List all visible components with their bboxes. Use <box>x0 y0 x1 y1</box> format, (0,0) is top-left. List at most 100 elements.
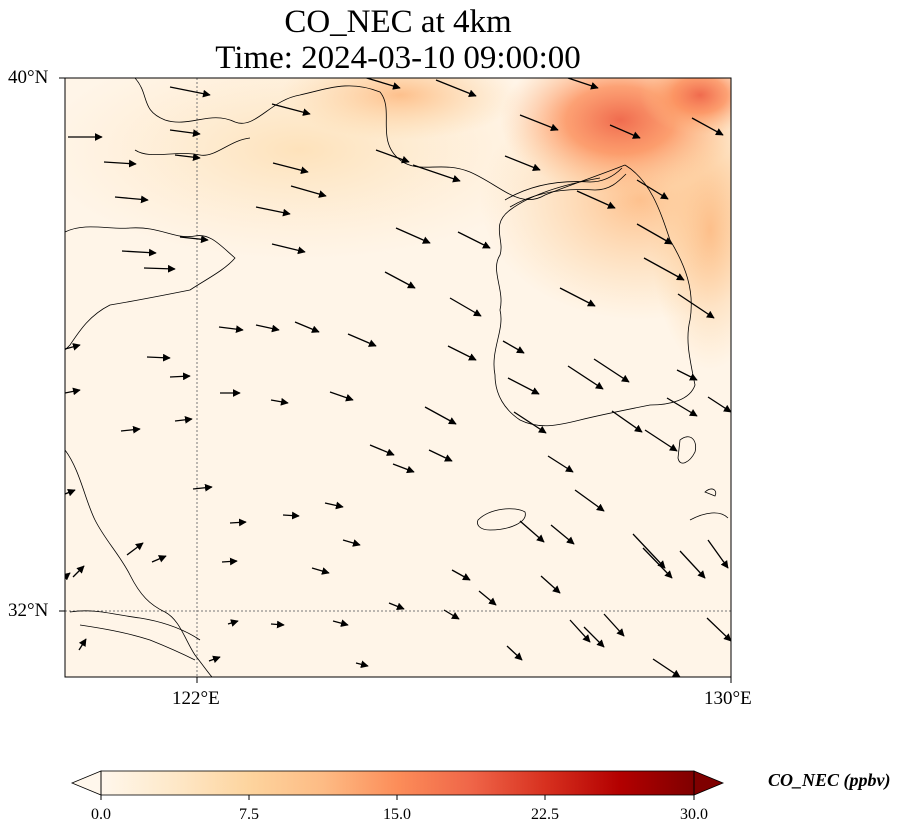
wind-arrow <box>569 619 591 643</box>
wind-arrow <box>227 619 239 627</box>
wind-arrow <box>174 415 193 424</box>
wind-arrow <box>424 406 457 425</box>
wind-arrow <box>677 293 715 319</box>
wind-arrow <box>174 153 201 162</box>
wind-arrow <box>642 547 673 579</box>
wind-arrow <box>707 539 729 569</box>
lon-tick-130e: 130°E <box>704 688 752 709</box>
wind-arrow <box>576 190 616 209</box>
wind-arrow <box>643 257 685 281</box>
wind-arrow <box>478 590 497 606</box>
colorbar-label: CO_NEC (ppbv) <box>768 770 891 790</box>
wind-arrow <box>221 557 238 566</box>
wind-arrow <box>255 206 291 217</box>
wind-arrow <box>395 227 431 244</box>
wind-arrow <box>179 235 209 244</box>
wind-arrow <box>550 524 575 545</box>
wind-arrow <box>449 297 482 317</box>
map-frame <box>64 77 732 678</box>
wind-arrow <box>311 567 330 575</box>
wind-arrow <box>603 613 625 637</box>
wind-arrow <box>290 185 327 198</box>
wind-arrow <box>392 463 415 474</box>
axis-ticks <box>59 77 732 683</box>
wind-arrow <box>192 483 213 492</box>
wind-arrow <box>272 162 309 175</box>
wind-arrow <box>583 626 605 648</box>
wind-arrow <box>65 572 71 581</box>
wind-arrow <box>347 333 377 347</box>
wind-arrow <box>364 78 401 90</box>
wind-arrow <box>428 449 453 462</box>
wind-arrow <box>519 520 545 543</box>
wind-arrow <box>270 397 289 406</box>
lat-tick-32n: 32°N <box>8 600 49 621</box>
wind-arrow <box>78 638 87 651</box>
wind-arrow <box>294 321 320 333</box>
wind-arrow <box>120 425 141 434</box>
wind-arrow <box>151 555 167 563</box>
wind-arrow <box>329 391 354 402</box>
wind-arrow <box>502 340 525 354</box>
wind-arrow <box>574 489 605 512</box>
wind-arrow <box>271 243 306 255</box>
wind-arrow <box>324 501 344 510</box>
wind-arrow <box>611 410 643 433</box>
wind-arrow <box>567 78 599 90</box>
co-concentration-field <box>65 78 731 677</box>
wind-arrow <box>114 195 149 204</box>
lon-tick-122e: 122°E <box>172 688 220 709</box>
wind-arrow <box>355 660 369 669</box>
wind-arrow <box>652 658 681 677</box>
wind-arrow <box>270 620 285 629</box>
wind-arrow <box>169 86 211 98</box>
wind-arrow <box>229 518 247 527</box>
wind-arrow <box>540 575 561 594</box>
wind-arrow <box>255 324 280 333</box>
wind-arrow <box>506 645 523 661</box>
wind-arrow <box>707 396 731 413</box>
colorbar <box>70 770 725 800</box>
wind-arrow <box>218 325 244 333</box>
wind-arrow <box>676 369 698 381</box>
map-title-line1: CO_NEC at 4km <box>284 4 512 40</box>
wind-arrow <box>143 264 176 273</box>
wind-arrow <box>146 353 171 362</box>
wind-arrow <box>504 155 541 172</box>
wind-arrow <box>632 533 666 569</box>
colorbar-tick-4: 30.0 <box>680 806 708 823</box>
wind-vectors <box>65 78 731 677</box>
wind-arrow <box>332 619 349 627</box>
wind-arrow <box>593 358 630 383</box>
wind-arrow <box>435 79 477 98</box>
wind-arrow <box>513 411 547 434</box>
wind-arrow <box>65 387 81 396</box>
wind-arrow <box>507 377 540 395</box>
wind-arrow <box>644 429 678 452</box>
wind-arrow <box>559 287 596 307</box>
wind-arrow <box>103 159 137 168</box>
wind-arrow <box>457 231 491 249</box>
wind-arrow <box>547 455 574 473</box>
wind-arrow <box>443 609 460 620</box>
wind-arrow <box>636 179 669 200</box>
wind-arrow <box>369 444 395 456</box>
wind-arrow <box>451 569 471 581</box>
colorbar-tick-0: 0.0 <box>91 806 111 823</box>
wind-arrow <box>636 223 673 245</box>
wind-arrow <box>121 248 157 257</box>
wind-arrow <box>567 365 604 390</box>
wind-arrow <box>388 602 405 611</box>
wind-arrow <box>208 655 221 664</box>
colorbar-tick-2: 15.0 <box>383 806 411 823</box>
wind-arrow <box>72 565 85 578</box>
wind-arrow <box>666 397 698 417</box>
colorbar-tick-3: 22.5 <box>531 806 559 823</box>
map-title-line2: Time: 2024-03-10 09:00:00 <box>215 40 581 76</box>
wind-arrow <box>282 511 300 520</box>
wind-arrow <box>691 117 724 136</box>
wind-arrow <box>706 617 731 642</box>
wind-arrow <box>412 164 461 183</box>
wind-arrow <box>375 149 410 164</box>
